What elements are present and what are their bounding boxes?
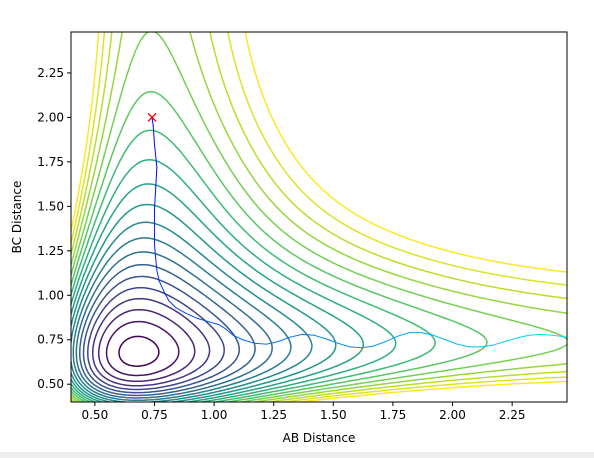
contour-line	[71, 203, 337, 402]
trajectory-segment	[254, 342, 268, 345]
contour-line	[72, 237, 292, 402]
trajectory-segment	[504, 337, 518, 343]
x-tick-label: 0.50	[81, 408, 108, 422]
trajectory-segment	[218, 324, 227, 330]
trajectory-segment	[153, 188, 157, 211]
trajectory-segment	[397, 332, 411, 337]
x-tick-label: 2.00	[439, 408, 466, 422]
trajectory-segment	[337, 342, 351, 348]
x-tick-label: 1.75	[380, 408, 407, 422]
y-tick-label: 2.25	[37, 66, 64, 80]
trajectory-segment	[242, 339, 256, 344]
trajectory-segment	[153, 143, 158, 168]
trajectory-segment	[163, 291, 170, 302]
contour-line	[91, 297, 211, 387]
y-tick-label: 0.75	[37, 333, 64, 347]
start-marker	[147, 112, 157, 122]
y-tick-label: 1.25	[37, 244, 64, 258]
trajectory-segment	[480, 344, 494, 348]
contour-line	[71, 129, 436, 402]
contour-line	[71, 32, 567, 402]
trajectory-segment	[349, 346, 363, 349]
trajectory-segment	[301, 333, 315, 336]
trajectory-segment	[361, 345, 375, 349]
trajectory-segment	[432, 334, 446, 341]
trajectory-segment	[289, 333, 303, 338]
contour-line	[71, 32, 567, 402]
y-tick-label: 1.50	[37, 199, 64, 213]
trajectory-segment	[168, 300, 177, 309]
trajectory-segment	[184, 312, 198, 319]
trajectory-segment	[444, 339, 458, 345]
trajectory-segment	[266, 341, 279, 345]
trajectory-segment	[158, 280, 165, 293]
x-axis-label: AB Distance	[283, 431, 356, 445]
contour-line	[75, 251, 273, 399]
y-axis-ticks: 0.50 0.75 1.00 1.25 1.50 1.75 2.00 2.25	[37, 66, 71, 391]
trajectory-segment	[540, 333, 554, 336]
x-tick-label: 0.75	[141, 408, 168, 422]
y-axis-label: BC Distance	[10, 181, 24, 254]
trajectory-segment	[456, 343, 470, 348]
y-tick-label: 0.50	[37, 377, 64, 391]
contour-line	[71, 183, 365, 402]
trajectory-segment	[208, 321, 220, 326]
contour-line	[71, 158, 397, 402]
trajectory-segment	[492, 341, 506, 346]
plot-frame	[70, 31, 568, 403]
trajectory-segment	[175, 307, 186, 314]
trajectory-segment	[552, 334, 567, 338]
trajectory-segment	[152, 125, 155, 145]
trajectory-path	[151, 116, 567, 349]
contour-line	[97, 308, 196, 383]
start-marker-stroke	[147, 112, 157, 122]
contour-line	[105, 320, 180, 377]
trajectory-segment	[225, 328, 234, 336]
trajectory-segment	[325, 338, 339, 344]
contour-line	[118, 335, 160, 367]
trajectory-segment	[232, 334, 244, 341]
trajectory-segment	[156, 269, 160, 282]
y-tick-label: 2.00	[37, 110, 64, 124]
x-tick-label: 1.50	[320, 408, 347, 422]
trajectory-segment	[277, 336, 291, 343]
trajectory-segment	[373, 341, 387, 347]
y-tick-label: 1.00	[37, 288, 64, 302]
plot-background	[71, 32, 567, 402]
x-tick-label: 1.25	[260, 408, 287, 422]
contour-lines	[71, 32, 567, 402]
contour-line	[71, 32, 567, 402]
x-tick-label: 1.00	[201, 408, 228, 422]
trajectory-segment	[313, 334, 327, 340]
trajectory-segment	[153, 243, 157, 259]
trajectory-segment	[151, 116, 154, 127]
contour-line	[71, 221, 313, 402]
contour-line	[78, 263, 256, 397]
trajectory-segment	[528, 333, 542, 336]
trajectory-segment	[155, 166, 158, 190]
trajectory-segment	[385, 335, 399, 343]
x-axis-ticks: 0.50 0.75 1.00 1.25 1.50 1.75 2.00 2.25	[81, 402, 526, 422]
x-tick-label: 2.25	[499, 408, 526, 422]
trajectory-segment	[196, 317, 210, 323]
contour-line	[82, 275, 240, 394]
contour-line	[71, 90, 488, 402]
contour-line	[71, 32, 567, 402]
y-tick-label: 1.75	[37, 155, 64, 169]
contour-line	[87, 286, 225, 391]
trajectory-segment	[516, 334, 530, 339]
trajectory-segment	[421, 332, 434, 336]
bottom-bar	[0, 452, 594, 458]
trajectory-segment	[155, 257, 158, 271]
